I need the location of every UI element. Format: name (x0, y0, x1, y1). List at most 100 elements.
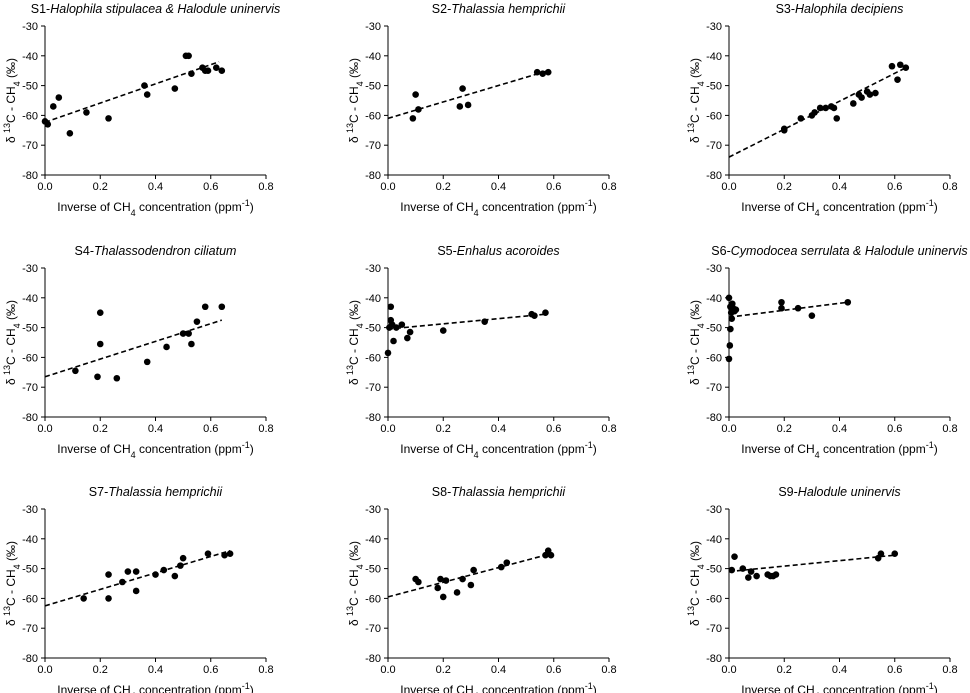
y-tick-label: -80 (22, 653, 38, 665)
data-point (531, 312, 538, 319)
panel-title: S5-Enhalus acoroides (437, 244, 559, 258)
x-tick-label: 0.8 (942, 664, 957, 676)
data-point (794, 304, 802, 312)
data-point (113, 374, 121, 382)
data-point (415, 578, 422, 586)
y-tick-label: -60 (365, 110, 381, 122)
y-tick-label: -30 (365, 504, 381, 516)
x-tick-label: 0.6 (203, 181, 218, 193)
data-point (201, 303, 209, 311)
y-tick-label: -60 (22, 352, 38, 364)
x-tick-label: 0.6 (887, 423, 902, 435)
x-tick-label: 0.0 (721, 664, 736, 676)
x-tick-label: 0.8 (258, 664, 273, 676)
data-point (866, 91, 874, 98)
trend-line (728, 554, 895, 573)
x-tick-label: 0.0 (721, 181, 736, 193)
y-tick-label: -70 (706, 382, 722, 394)
y-tick-label: -80 (365, 412, 381, 424)
panel-title: S4-Thalassodendron ciliatum (75, 244, 237, 258)
data-point (163, 343, 170, 351)
data-point (470, 566, 477, 574)
y-tick-label: -60 (706, 352, 722, 364)
x-tick-label: 0.6 (546, 181, 561, 193)
data-point (398, 321, 406, 328)
y-tick-label: -30 (706, 263, 722, 275)
y-tick-label: -30 (365, 263, 381, 275)
y-tick-label: -60 (706, 110, 722, 122)
y-tick-label: -40 (22, 534, 38, 546)
y-axis-label: δ 13C - CH4 (‰) (2, 300, 22, 385)
data-point (204, 550, 212, 557)
x-tick-label: 0.2 (93, 664, 108, 676)
y-tick-label: -50 (22, 564, 38, 576)
y-tick-label: -60 (22, 110, 38, 122)
x-tick-label: 0.6 (203, 664, 218, 676)
x-tick-label: 0.2 (93, 181, 108, 193)
panel-8: S8-Thalassia hemprichii -30 -40 -50 -60 -70 -8… (345, 485, 617, 693)
data-point (96, 309, 104, 317)
data-point (437, 575, 444, 583)
data-point (44, 121, 52, 128)
x-tick-label: 0.0 (37, 181, 52, 193)
data-point (833, 115, 841, 122)
y-tick-label: -30 (706, 504, 722, 516)
data-point (731, 553, 738, 560)
x-tick-label: 0.8 (942, 423, 957, 435)
data-point (171, 572, 179, 580)
y-axis-label: δ 13C - CH4 (‰) (345, 541, 365, 626)
data-point (218, 303, 226, 311)
y-tick-label: -80 (706, 653, 722, 665)
x-tick-label: 0.4 (832, 423, 847, 435)
y-tick-label: -50 (22, 81, 38, 93)
data-point (177, 562, 184, 569)
x-tick-label: 0.2 (777, 181, 792, 193)
data-point (728, 315, 736, 322)
data-point (725, 294, 733, 302)
data-point (822, 104, 829, 112)
data-point (212, 64, 220, 72)
y-tick-label: -70 (22, 623, 38, 635)
data-point (544, 68, 552, 76)
data-point (185, 330, 192, 337)
data-point (542, 309, 549, 317)
data-point (467, 581, 475, 589)
y-tick-label: -70 (706, 140, 722, 152)
y-tick-label: -50 (706, 564, 722, 576)
x-tick-label: 0.4 (832, 664, 847, 676)
data-point (221, 551, 228, 559)
y-axis-label: δ 13C - CH4 (‰) (686, 541, 706, 626)
x-tick-label: 0.0 (380, 181, 395, 193)
data-point (105, 595, 112, 602)
panel-4: S4-Thalassodendron ciliatum -30 -40 -50 -60 -… (2, 244, 274, 460)
data-point (780, 127, 788, 134)
y-axis-label: δ 13C - CH4 (‰) (345, 58, 365, 143)
y-tick-label: -40 (365, 51, 381, 63)
data-point (797, 115, 805, 122)
data-point (160, 566, 168, 574)
y-tick-label: -50 (706, 81, 722, 93)
y-axis-label: δ 13C - CH4 (‰) (2, 58, 22, 143)
data-point (409, 115, 417, 122)
x-tick-label: 0.4 (148, 181, 163, 193)
data-point (739, 565, 747, 572)
y-tick-label: -50 (706, 323, 722, 335)
data-point (725, 355, 733, 363)
y-tick-label: -50 (365, 564, 381, 576)
data-point (124, 568, 132, 575)
data-point (726, 342, 734, 349)
data-point (778, 304, 785, 312)
y-tick-label: -70 (706, 623, 722, 635)
data-point (453, 589, 461, 596)
data-point (179, 554, 187, 562)
y-tick-label: -70 (365, 382, 381, 394)
x-axis-label: Inverse of CH4 concentration (ppm-1) (741, 440, 937, 460)
y-tick-label: -40 (22, 51, 38, 63)
panel-title: S1-Halophila stipulacea & Halodule unine… (31, 2, 280, 16)
data-point (406, 328, 414, 336)
y-tick-label: -40 (706, 51, 722, 63)
x-axis-label: Inverse of CH4 concentration (ppm-1) (57, 198, 253, 218)
data-point (119, 578, 126, 586)
data-point (66, 129, 74, 137)
trend-line (44, 549, 231, 607)
